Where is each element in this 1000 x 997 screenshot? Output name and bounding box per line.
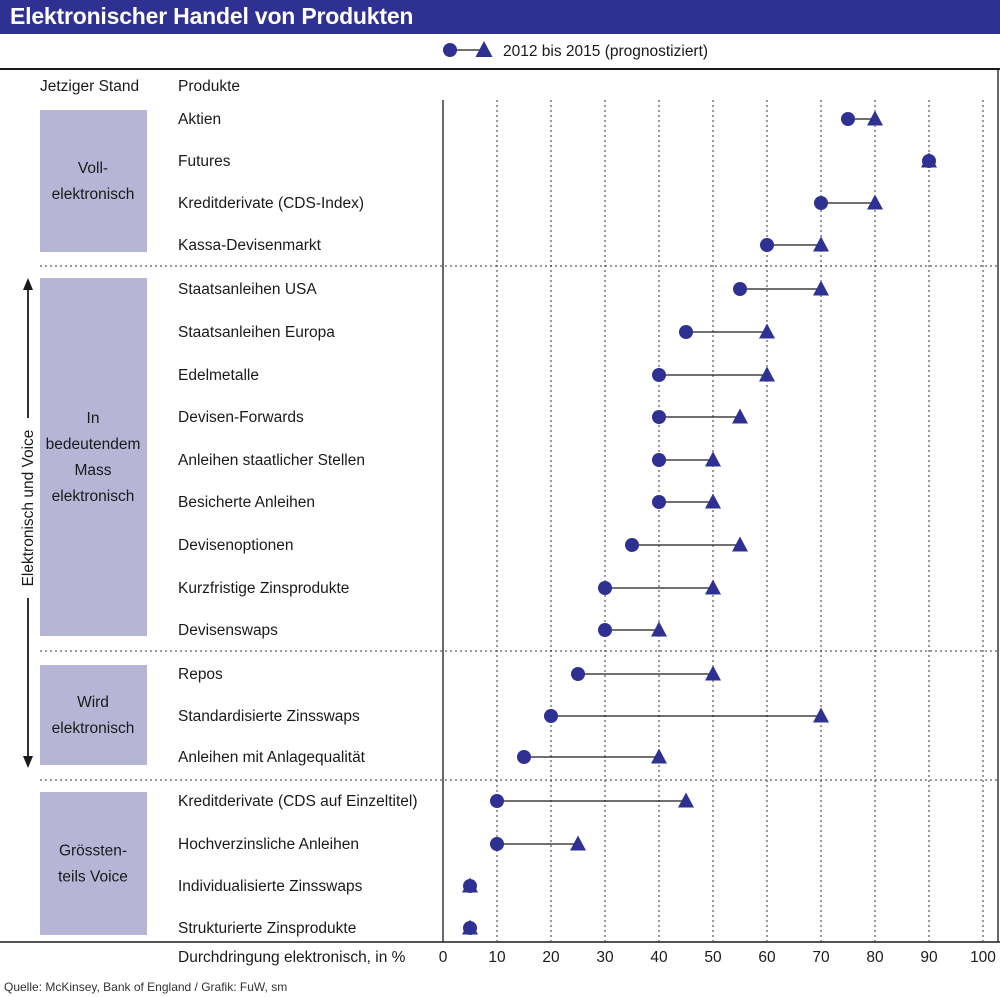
- category-label: Voll-: [78, 160, 108, 177]
- marker-2015: [813, 280, 829, 296]
- legend-triangle-icon: [475, 41, 493, 57]
- source-note: Quelle: McKinsey, Bank of England / Graf…: [4, 980, 288, 994]
- product-label: Kassa-Devisenmarkt: [178, 237, 322, 254]
- product-label: Aktien: [178, 111, 221, 128]
- product-label: Individualisierte Zinsswaps: [178, 878, 363, 895]
- legend-label: 2012 bis 2015 (prognostiziert): [503, 43, 708, 60]
- product-label: Staatsanleihen Europa: [178, 324, 335, 341]
- product-label: Futures: [178, 153, 231, 170]
- column-header-status: Jetziger Stand: [40, 78, 139, 95]
- marker-2015: [678, 792, 694, 808]
- marker-2012: [463, 921, 477, 935]
- x-tick-label: 90: [920, 949, 938, 966]
- category-label: elektronisch: [52, 720, 135, 737]
- product-label: Edelmetalle: [178, 367, 259, 384]
- marker-2012: [490, 794, 504, 808]
- x-tick-label: 60: [758, 949, 776, 966]
- marker-2012: [652, 453, 666, 467]
- product-label: Staatsanleihen USA: [178, 281, 317, 298]
- chart-title: Elektronischer Handel von Produkten: [10, 3, 414, 29]
- marker-2015: [867, 110, 883, 126]
- marker-2012: [490, 837, 504, 851]
- marker-2015: [705, 493, 721, 509]
- x-tick-label: 10: [488, 949, 506, 966]
- product-label: Devisen-Forwards: [178, 409, 304, 426]
- marker-2012: [841, 112, 855, 126]
- marker-2012: [652, 410, 666, 424]
- marker-2015: [867, 194, 883, 210]
- product-label: Hochverzinsliche Anleihen: [178, 836, 359, 853]
- product-label: Standardisierte Zinsswaps: [178, 708, 360, 725]
- category-box-4: [40, 792, 147, 935]
- marker-2012: [571, 667, 585, 681]
- x-tick-label: 100: [970, 949, 996, 966]
- product-label: Kurzfristige Zinsprodukte: [178, 580, 349, 597]
- marker-2012: [517, 750, 531, 764]
- category-label: In: [87, 410, 100, 427]
- marker-2015: [705, 665, 721, 681]
- marker-2012: [733, 282, 747, 296]
- marker-2012: [625, 538, 639, 552]
- column-header-products: Produkte: [178, 78, 240, 95]
- category-label: elektronisch: [52, 186, 135, 203]
- x-tick-label: 0: [439, 949, 448, 966]
- category-box-1: [40, 110, 147, 252]
- x-tick-label: 30: [596, 949, 614, 966]
- arrow-down-icon: [23, 756, 33, 768]
- category-label: elektronisch: [52, 488, 135, 505]
- product-label: Kreditderivate (CDS auf Einzeltitel): [178, 793, 418, 810]
- marker-2015: [651, 748, 667, 764]
- marker-2012: [922, 154, 936, 168]
- marker-2015: [813, 236, 829, 252]
- marker-2015: [759, 366, 775, 382]
- x-tick-label: 20: [542, 949, 560, 966]
- marker-2012: [463, 879, 477, 893]
- category-label: Mass: [74, 462, 111, 479]
- product-label: Devisenoptionen: [178, 537, 293, 554]
- marker-2015: [651, 621, 667, 637]
- product-label: Anleihen staatlicher Stellen: [178, 452, 365, 469]
- marker-2012: [598, 581, 612, 595]
- marker-2012: [814, 196, 828, 210]
- legend-circle-icon: [443, 43, 457, 57]
- marker-2015: [732, 408, 748, 424]
- marker-2012: [760, 238, 774, 252]
- marker-2015: [705, 579, 721, 595]
- marker-2012: [598, 623, 612, 637]
- marker-2015: [732, 536, 748, 552]
- marker-2012: [652, 495, 666, 509]
- marker-2015: [813, 707, 829, 723]
- marker-2015: [705, 451, 721, 467]
- category-label: bedeutendem: [46, 436, 141, 453]
- x-tick-label: 80: [866, 949, 884, 966]
- x-tick-label: 70: [812, 949, 830, 966]
- product-label: Devisenswaps: [178, 622, 278, 639]
- marker-2012: [652, 368, 666, 382]
- category-label: Wird: [77, 694, 109, 711]
- product-label: Kreditderivate (CDS-Index): [178, 195, 364, 212]
- x-axis-label: Durchdringung elektronisch, in %: [178, 949, 406, 966]
- product-label: Anleihen mit Anlagequalität: [178, 749, 366, 766]
- x-tick-label: 50: [704, 949, 722, 966]
- marker-2012: [679, 325, 693, 339]
- side-label: Elektronisch und Voice: [20, 430, 37, 587]
- x-tick-label: 40: [650, 949, 668, 966]
- category-box-3: [40, 665, 147, 765]
- category-label: teils Voice: [58, 869, 128, 886]
- title-bar: Elektronischer Handel von Produkten: [0, 0, 1000, 34]
- category-label: Grössten-: [59, 843, 127, 860]
- product-label: Besicherte Anleihen: [178, 494, 315, 511]
- marker-2015: [759, 323, 775, 339]
- category-box-2: [40, 278, 147, 636]
- product-label: Repos: [178, 666, 223, 683]
- marker-2015: [570, 835, 586, 851]
- product-label: Strukturierte Zinsprodukte: [178, 920, 356, 937]
- marker-2012: [544, 709, 558, 723]
- arrow-up-icon: [23, 278, 33, 290]
